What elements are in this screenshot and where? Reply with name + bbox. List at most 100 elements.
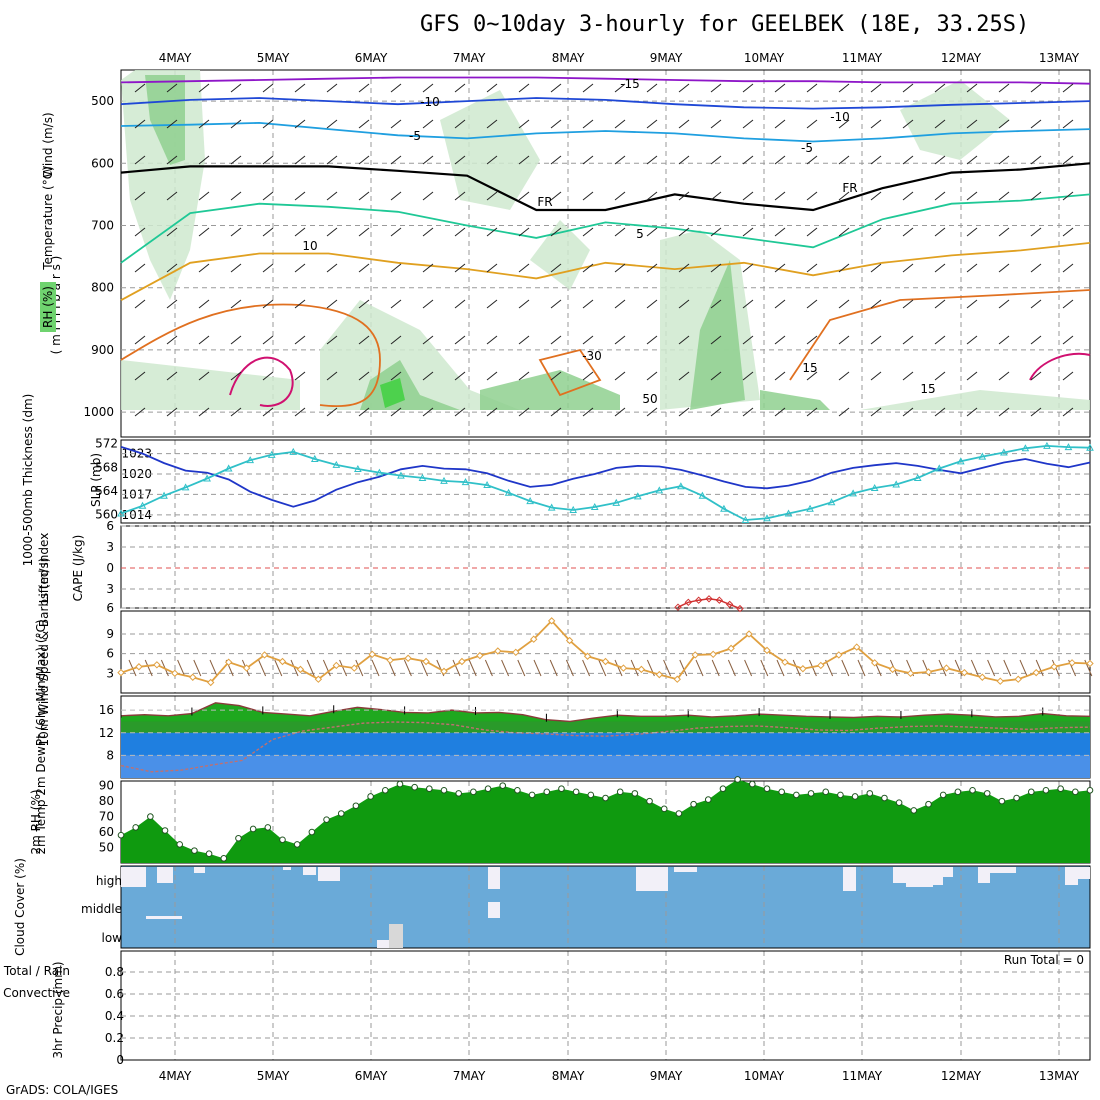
li-tick: 3 (106, 540, 114, 554)
wind-barb (582, 371, 594, 381)
wind-barb (870, 371, 882, 381)
wind10m-point (763, 646, 771, 655)
rh2m-point (778, 788, 785, 796)
wind-barb (934, 335, 946, 345)
wind-barb (550, 227, 562, 237)
wind10m-point (727, 644, 735, 653)
rh2m-point (822, 788, 830, 796)
rh-tick: 80 (99, 794, 114, 808)
wind10m-barb (792, 659, 801, 677)
wind-barb (550, 335, 562, 345)
wind-barb (1030, 407, 1042, 417)
wind-barb (902, 299, 914, 309)
wind10m-barb (565, 659, 574, 677)
wind-barb (902, 155, 914, 165)
top-day-label: 10MAY (744, 51, 785, 65)
rh2m-point (998, 797, 1006, 805)
wind-barb (870, 119, 882, 129)
rh-tick: 60 (99, 825, 114, 839)
wind-barb (326, 191, 338, 201)
wind-barb (742, 371, 754, 381)
li-point (684, 598, 693, 607)
wind-barb (390, 227, 402, 237)
wind10m-point (153, 661, 161, 669)
wind10m-point (386, 656, 394, 664)
wind-barb (870, 263, 882, 273)
wind10m-barb (808, 659, 817, 677)
wind10m-barb (177, 659, 186, 677)
wind-barb (710, 263, 722, 273)
wind-barb (294, 299, 306, 309)
wind-barb (518, 407, 530, 417)
thickness-point (892, 480, 901, 488)
wind-barb (678, 155, 690, 165)
wind10m-point (494, 647, 502, 655)
wind-barb (838, 335, 850, 345)
wind-barb (838, 155, 850, 165)
wind-barb (134, 155, 146, 165)
wind-barb (358, 335, 370, 345)
wind-barb (966, 371, 978, 381)
cloud-high-bar (990, 867, 1016, 873)
wind-barb (806, 335, 818, 345)
rh2m-point (837, 791, 844, 799)
wind-barb (454, 299, 466, 309)
wind-barb (678, 263, 690, 273)
temperature-axis-label: Temperature (°C) (41, 166, 55, 271)
wind-barb (710, 227, 722, 237)
thickness-point (483, 481, 491, 489)
wind-barb (550, 155, 562, 165)
wind10m-point (476, 651, 484, 660)
rh2m-point (763, 785, 771, 793)
wind10m-barb (630, 659, 639, 677)
wind-barb (1030, 227, 1042, 237)
wind-barb (422, 155, 434, 165)
wind-barb (422, 407, 434, 417)
wind-barb (390, 119, 402, 129)
wind10m-point (117, 668, 125, 677)
wind10m-barb (614, 659, 623, 677)
thickness-tick: 572 (95, 437, 118, 451)
wind-barb (966, 191, 978, 201)
wind-barb (998, 335, 1010, 345)
wind10m-point (547, 617, 556, 625)
cloud-high-bar (318, 867, 340, 881)
wind-barb (902, 227, 914, 237)
wind-barb (710, 83, 722, 93)
cloud-high-bar (636, 867, 668, 891)
cloud-high-bar (933, 867, 943, 885)
wind-barb (134, 227, 146, 237)
li-line (677, 598, 741, 610)
wind10m-barb (468, 659, 477, 677)
rh2m-point (1086, 786, 1094, 794)
contour-label: 10 (302, 239, 317, 253)
wind-barb (550, 371, 562, 381)
wind-barb (998, 119, 1010, 129)
wind-barb (966, 155, 978, 165)
wind-barb (742, 119, 754, 129)
wind10m-label: 10m Wind Speed & Barbs (m/s) (37, 558, 51, 747)
wind10m-point (799, 665, 807, 673)
cape-label: CAPE (J/kg) (71, 535, 85, 602)
contour-label: FR (842, 181, 857, 195)
wind-barb (838, 371, 850, 381)
wind-barb (326, 83, 338, 93)
rh-shading (760, 390, 830, 410)
run-total-label: Run Total = 0 (1004, 953, 1084, 967)
wind-barb (998, 371, 1010, 381)
li-point (725, 600, 734, 609)
wind-barb (742, 299, 754, 309)
wind-barb (198, 119, 210, 129)
wind-barb (486, 263, 498, 273)
li-point (715, 596, 724, 604)
wind-barb (1062, 407, 1074, 417)
wind-barb (646, 371, 658, 381)
thickness-point (677, 482, 685, 490)
wind-barb (902, 335, 914, 345)
wind-barb (230, 263, 242, 273)
temp-tick: 8 (106, 748, 114, 762)
wind10m-barb (339, 659, 348, 677)
wind-barb (134, 83, 146, 93)
wind-barb (678, 407, 690, 417)
